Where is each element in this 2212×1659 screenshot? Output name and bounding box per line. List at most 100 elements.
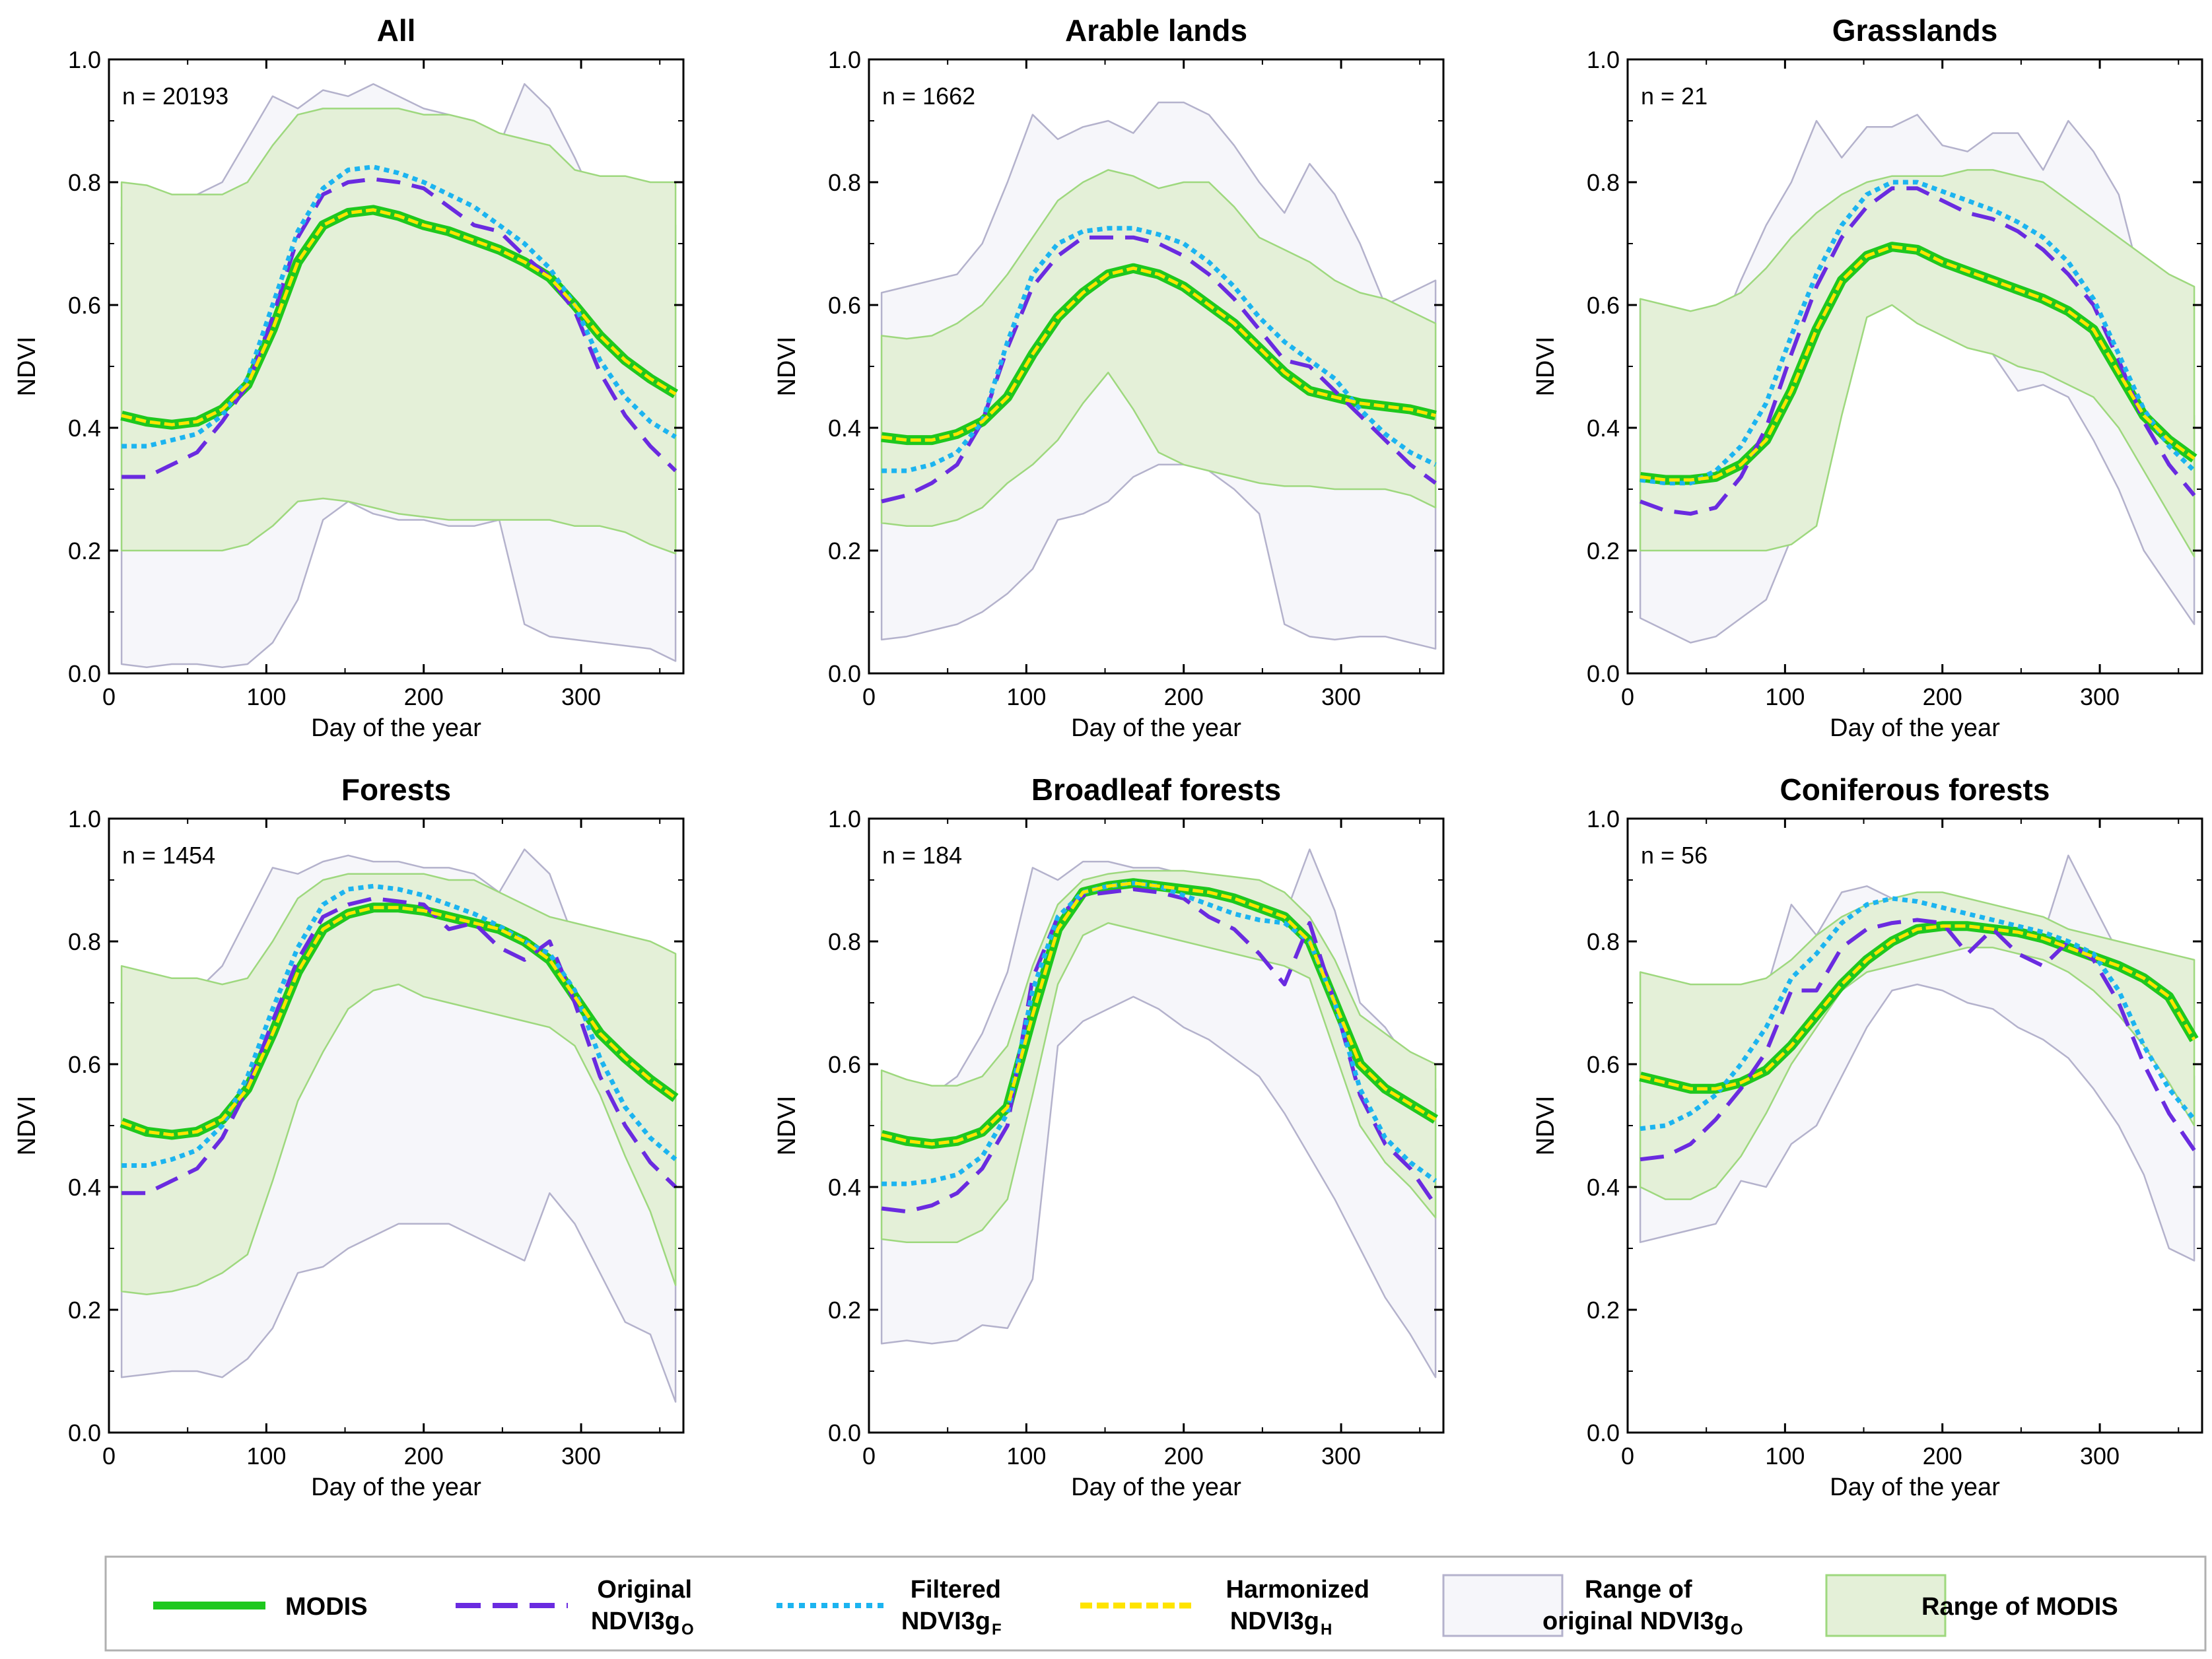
y-tick-label: 0.8 (1587, 928, 1620, 955)
legend-range-modis-label: Range of MODIS (1921, 1593, 2118, 1621)
y-tick-label: 0.0 (68, 660, 101, 687)
x-tick-label: 300 (561, 683, 601, 710)
range-modis-band (880, 169, 1437, 527)
y-axis-label: NDVI (1532, 337, 1560, 397)
x-tick-label: 100 (246, 683, 286, 710)
x-tick-label: 200 (1164, 1442, 1204, 1470)
y-tick-label: 1.0 (1587, 46, 1620, 73)
y-tick-label: 0.2 (68, 1297, 101, 1324)
y-tick-label: 0.2 (828, 537, 861, 564)
chart-panel-4: 0 100 200 300 0.0 0.2 0.4 0.6 0.8 1.0 Forests n = 1… (13, 772, 685, 1501)
original-ndvi3g-line (121, 896, 677, 1196)
harmonized-ndvi3g-line (1640, 245, 2195, 482)
legend-range-original-sub: O (1731, 1621, 1743, 1639)
y-tick-label: 0.0 (68, 1419, 101, 1446)
panel-title: Grasslands (1832, 13, 1998, 48)
y-tick-label: 0.6 (1587, 1051, 1620, 1078)
x-axis-label: Day of the year (1071, 1473, 1241, 1501)
chart-panel-1: 0 100 200 300 0.0 0.2 0.4 0.6 0.8 1.0 All n = 20193… (13, 13, 685, 742)
y-tick-label: 0.6 (828, 292, 861, 319)
plot-area (1639, 114, 2197, 644)
y-tick-label: 0.0 (828, 660, 861, 687)
chart-panels: 0 100 200 300 0.0 0.2 0.4 0.6 0.8 1.0 All n = 20193… (13, 13, 2203, 1501)
x-tick-label: 300 (561, 1442, 601, 1470)
y-tick-label: 1.0 (68, 46, 101, 73)
x-tick-label: 100 (1765, 683, 1805, 710)
y-tick-label: 0.0 (828, 1419, 861, 1446)
y-tick-label: 1.0 (828, 805, 861, 832)
chart-panel-3: 0 100 200 300 0.0 0.2 0.4 0.6 0.8 1.0 Grasslands n … (1532, 13, 2203, 742)
legend-range-original-line1-visible: Range of (1585, 1576, 1692, 1604)
panel-title: Arable lands (1065, 13, 1247, 48)
sample-count-label: n = 56 (1641, 842, 1708, 869)
x-tick-label: 200 (404, 683, 444, 710)
legend-item-range-modis: Range of MODIS (1825, 1574, 2118, 1637)
y-tick-label: 0.8 (1587, 169, 1620, 196)
sample-count-label: n = 1662 (882, 83, 975, 110)
harmonized-ndvi3g-line (881, 266, 1436, 442)
x-axis-label: Day of the year (1071, 714, 1241, 742)
chart-panel-5: 0 100 200 300 0.0 0.2 0.4 0.6 0.8 1.0 Broadleaf fo… (773, 772, 1445, 1501)
plot-area (120, 83, 678, 668)
x-axis-label: Day of the year (1830, 1473, 2000, 1501)
y-axis-label: NDVI (773, 1096, 801, 1156)
filtered-ndvi3g-line (121, 883, 677, 1168)
x-tick-label: 0 (862, 1442, 876, 1470)
range-modis-band (120, 108, 677, 555)
legend-range-original-swatch (1442, 1574, 1564, 1637)
legend: MODIS Original NDVI3g O Filtered NDVI3g … (104, 1555, 2207, 1652)
filtered-ndvi3g-line (121, 164, 677, 449)
y-axis-label: NDVI (13, 1096, 41, 1156)
legend-item-harmonized: Harmonized NDVI3g H (1080, 1576, 1369, 1639)
y-tick-label: 0.4 (1587, 1174, 1620, 1201)
x-tick-label: 0 (102, 683, 116, 710)
y-tick-label: 0.4 (1587, 415, 1620, 442)
legend-modis-label: MODIS (285, 1593, 368, 1621)
y-axis-label: NDVI (773, 337, 801, 397)
panel-title: Coniferous forests (1780, 772, 2050, 807)
x-tick-label: 200 (1923, 683, 1962, 710)
legend-harmonized-sub: H (1321, 1621, 1332, 1639)
y-tick-label: 0.4 (828, 415, 861, 442)
y-tick-label: 0.0 (1587, 1419, 1620, 1446)
y-tick-label: 0.6 (68, 1051, 101, 1078)
x-tick-label: 100 (246, 1442, 286, 1470)
y-tick-label: 0.8 (68, 928, 101, 955)
y-tick-label: 0.4 (68, 415, 101, 442)
x-tick-label: 200 (404, 1442, 444, 1470)
legend-original-sub: O (681, 1621, 694, 1639)
x-tick-label: 300 (2080, 1442, 2120, 1470)
y-tick-label: 1.0 (828, 46, 861, 73)
legend-item-modis: MODIS (153, 1593, 368, 1621)
legend-item-range-original: Range of Range of original NDVI3g O (1442, 1574, 1743, 1639)
chart-panel-6: 0 100 200 300 0.0 0.2 0.4 0.6 0.8 1.0 Coniferous f… (1532, 772, 2203, 1501)
y-tick-label: 0.4 (68, 1174, 101, 1201)
filtered-ndvi3g-line (1640, 180, 2196, 486)
y-tick-label: 0.2 (828, 1297, 861, 1324)
sample-count-label: n = 20193 (122, 83, 228, 110)
x-tick-label: 300 (1321, 1442, 1361, 1470)
y-tick-label: 0.8 (828, 928, 861, 955)
y-tick-label: 0.6 (68, 292, 101, 319)
x-tick-label: 0 (102, 1442, 116, 1470)
legend-item-original: Original NDVI3g O (456, 1576, 694, 1639)
x-tick-label: 0 (1621, 683, 1634, 710)
range-modis-band (120, 873, 677, 1296)
harmonized-ndvi3g-line (1640, 924, 2196, 1091)
plot-area (880, 848, 1438, 1378)
plot-area (120, 848, 679, 1403)
y-tick-label: 0.2 (1587, 537, 1620, 564)
range-modis-band (880, 869, 1437, 1243)
x-axis-label: Day of the year (311, 714, 481, 742)
range-modis-band (1639, 891, 2195, 1200)
x-tick-label: 300 (2080, 683, 2120, 710)
y-tick-label: 0.8 (828, 169, 861, 196)
x-tick-label: 100 (1765, 1442, 1805, 1470)
legend-original-line1: Original (597, 1576, 692, 1604)
y-tick-label: 1.0 (1587, 805, 1620, 832)
y-tick-label: 0.2 (1587, 1297, 1620, 1324)
panel-title: Broadleaf forests (1031, 772, 1281, 807)
original-ndvi3g-line (1640, 186, 2196, 516)
x-tick-label: 100 (1006, 1442, 1046, 1470)
